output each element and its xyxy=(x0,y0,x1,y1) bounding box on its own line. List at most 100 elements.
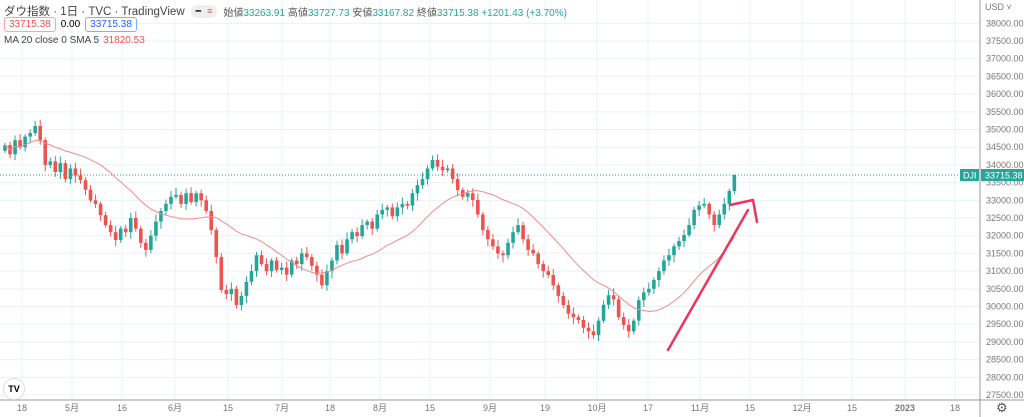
price-tick-label: 37500.00 xyxy=(986,36,1024,46)
price-tick-label: 36500.00 xyxy=(986,71,1024,81)
candle-body xyxy=(48,161,53,165)
time-tick-label: 9月 xyxy=(483,403,497,413)
candle-body xyxy=(571,313,576,318)
candle-body xyxy=(330,260,334,272)
candle-body xyxy=(68,168,73,180)
candle-body xyxy=(159,210,163,222)
time-tick-label: 10月 xyxy=(587,403,606,413)
candle-body xyxy=(118,228,123,240)
time-tick-label: 6月 xyxy=(168,403,182,413)
candle-body xyxy=(445,168,450,171)
candle-body xyxy=(697,205,701,210)
candle-body xyxy=(717,214,722,226)
candle-body xyxy=(149,235,153,250)
candle-body xyxy=(93,200,98,204)
currency-selector[interactable]: USD ˅ xyxy=(985,2,1012,12)
candle-body xyxy=(128,218,133,233)
settings-gear-icon[interactable]: ⚙ xyxy=(996,400,1008,415)
candle-body xyxy=(234,288,239,306)
candle-body xyxy=(315,265,319,275)
candle-body xyxy=(506,242,510,256)
candle-body xyxy=(194,193,198,203)
candle-body xyxy=(224,289,229,295)
sell-price-button[interactable]: 33715.38 xyxy=(4,17,56,32)
candle-body xyxy=(169,196,173,204)
legend-toggle-buttons[interactable]: ━ ≡ xyxy=(190,4,218,18)
candle-body xyxy=(214,230,219,257)
symbol-title[interactable]: ダウ指数 · 1日 · TVC · TradingView xyxy=(4,6,185,18)
candle-body xyxy=(340,244,344,254)
price-tick-label: 32000.00 xyxy=(986,231,1024,241)
tradingview-logo-icon[interactable]: TV xyxy=(3,378,25,400)
candle-body xyxy=(244,281,249,296)
candle-body xyxy=(440,166,445,171)
indicator-value: 31820.53 xyxy=(103,35,145,46)
candle-body xyxy=(279,267,284,271)
candle-body xyxy=(722,203,727,215)
price-tick-label: 35500.00 xyxy=(986,107,1024,117)
candle-body xyxy=(269,260,274,272)
chart-legend: ダウ指数 · 1日 · TVC · TradingView ━ ≡ 始値33263… xyxy=(4,3,567,19)
candle-body xyxy=(481,214,485,231)
candle-body xyxy=(511,232,515,243)
candle-body xyxy=(521,225,525,240)
indicator-legend[interactable]: MA 20 close 0 SMA 5 31820.53 xyxy=(4,35,145,46)
candle-body xyxy=(611,295,616,300)
candle-body xyxy=(586,327,591,332)
candle-body xyxy=(365,221,369,226)
candle-body xyxy=(229,288,234,295)
candle-body xyxy=(616,299,621,318)
candle-body xyxy=(259,255,264,265)
candle-body xyxy=(551,275,556,286)
candle-body xyxy=(78,175,83,181)
candle-body xyxy=(345,239,349,254)
candle-body xyxy=(606,295,611,305)
candle-body xyxy=(294,260,299,265)
buy-price-button[interactable]: 33715.38 xyxy=(85,17,137,32)
candle-body xyxy=(657,271,661,280)
candle-body xyxy=(450,168,455,180)
candle-body xyxy=(501,253,505,256)
price-tick-label: 28000.00 xyxy=(986,372,1024,382)
price-tick-label: 35000.00 xyxy=(986,125,1024,135)
candle-body xyxy=(179,195,183,204)
price-tick-label: 32500.00 xyxy=(986,213,1024,223)
minimize-icon[interactable]: ━ xyxy=(195,5,202,16)
time-tick-label: 7月 xyxy=(275,403,289,413)
time-tick-label: 8月 xyxy=(373,403,387,413)
candle-body xyxy=(541,264,546,272)
candle-body xyxy=(430,159,435,169)
time-tick-label: 12月 xyxy=(792,403,811,413)
candle-body xyxy=(672,246,676,256)
candle-body xyxy=(455,179,460,191)
candle-body xyxy=(305,253,309,257)
candle-body xyxy=(88,189,93,201)
candle-body xyxy=(536,253,540,265)
candle-body xyxy=(702,203,706,206)
candle-body xyxy=(264,264,269,272)
candle-body xyxy=(405,203,410,206)
candle-body xyxy=(58,163,63,173)
candle-body xyxy=(667,255,671,261)
candle-body xyxy=(516,225,520,233)
candle-body xyxy=(591,331,596,336)
candle-body xyxy=(647,288,651,293)
candle-body xyxy=(83,180,88,190)
candle-body xyxy=(546,271,551,276)
candle-body xyxy=(561,295,566,306)
candle-body xyxy=(28,133,32,137)
bars-icon[interactable]: ≡ xyxy=(207,5,213,16)
candle-body xyxy=(289,260,294,275)
candle-body xyxy=(652,279,656,289)
spread-value: 0.00 xyxy=(60,19,81,30)
candle-body xyxy=(299,253,304,265)
candle-body xyxy=(491,239,495,247)
trend-arrow-head xyxy=(728,198,759,224)
candle-body xyxy=(325,271,329,286)
candle-body xyxy=(526,239,530,250)
price-tick-label: 37000.00 xyxy=(986,54,1024,64)
time-tick-label: 17 xyxy=(643,403,653,413)
candle-body xyxy=(360,225,364,237)
price-tick-label: 31500.00 xyxy=(986,248,1024,258)
